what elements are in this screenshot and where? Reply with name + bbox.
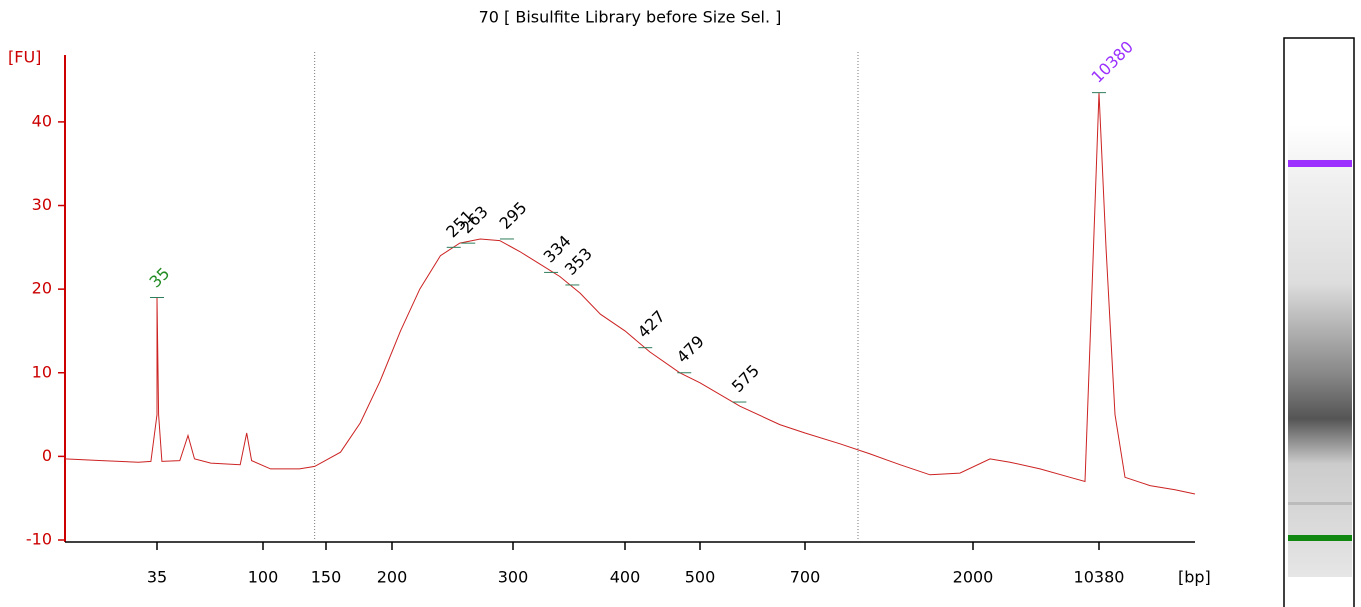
x-tick-label: 10380 (1074, 568, 1125, 587)
peak-label: 10380 (1088, 37, 1137, 86)
y-tick-label: 30 (32, 195, 52, 214)
chart-title: 70 [ Bisulfite Library before Size Sel. … (479, 8, 782, 27)
x-axis-label: [bp] (1178, 568, 1211, 587)
trace-line (64, 92, 1196, 495)
x-tick-label: 700 (790, 568, 821, 587)
x-tick-label: 100 (248, 568, 279, 587)
peak-label: 35 (146, 264, 174, 292)
gel-band-upper (1288, 160, 1352, 167)
gel-band (1288, 502, 1352, 505)
x-tick-label: 150 (311, 568, 342, 587)
y-tick-label: 40 (32, 111, 52, 130)
x-tick-label: 300 (498, 568, 529, 587)
gel-lane (1283, 37, 1355, 607)
y-tick-label: 10 (32, 362, 52, 381)
x-tick-label: 200 (377, 568, 408, 587)
x-tick-label: 2000 (953, 568, 994, 587)
x-tick-label: 500 (685, 568, 716, 587)
peak-label: 479 (673, 332, 708, 367)
x-tick-label: 400 (610, 568, 641, 587)
y-tick-label: -10 (26, 530, 52, 549)
peak-label: 427 (634, 307, 669, 342)
gel-band-lower (1288, 535, 1352, 541)
x-tick-label: 35 (147, 568, 167, 587)
y-axis-label: [FU] (8, 48, 41, 67)
y-tick-label: 20 (32, 279, 52, 298)
peak-label: 295 (496, 198, 531, 233)
gel-smear (1288, 125, 1352, 577)
peak-label: 575 (728, 361, 763, 396)
y-tick-label: 0 (42, 446, 52, 465)
